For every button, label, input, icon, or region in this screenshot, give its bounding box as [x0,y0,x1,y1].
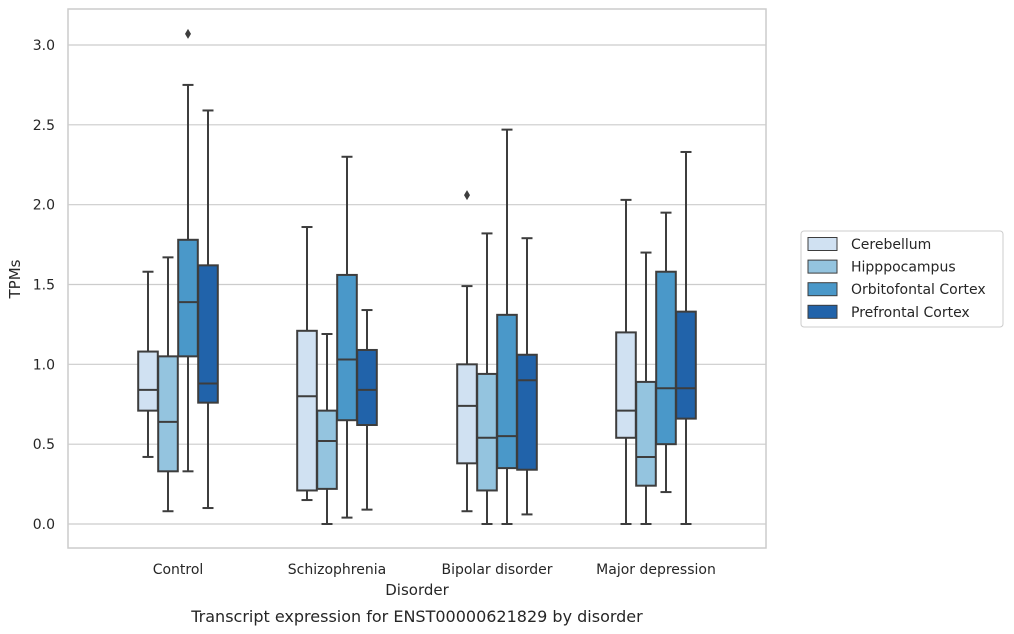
box-group [177,28,199,473]
y-tick-label: 0.0 [33,517,55,533]
box-iqr [356,348,378,427]
x-tick-label: Major depression [596,562,716,578]
legend-swatch [807,237,838,251]
x-tick-label: Control [153,562,204,578]
box-iqr [476,372,498,492]
box-iqr [675,310,697,420]
box-group [635,251,657,525]
box-iqr [316,409,338,490]
legend-swatch [807,304,838,319]
box-group [316,332,338,525]
x-tick-label: Bipolar disorder [441,562,552,578]
box-elements [137,28,697,525]
y-tick-label: 2.0 [33,198,55,214]
y-tick-label: 3.0 [33,38,55,54]
box-iqr [456,363,478,465]
box-iqr [137,350,159,412]
legend-label: Hipppocampus [851,260,956,276]
outlier-marker [185,28,191,39]
legend-swatch [807,259,838,274]
box-group [476,232,498,525]
box-iqr [516,353,538,471]
outlier-marker [464,190,470,201]
x-axis-title: Disorder [385,581,449,599]
box-iqr [615,331,637,439]
box-iqr [496,313,518,470]
box-group [675,150,697,525]
box-group [336,155,358,519]
box-iqr [655,270,677,446]
y-axis-title: TPMs [6,259,24,299]
box-group [157,256,179,513]
box-iqr [177,238,199,358]
legend-label: Prefrontal Cortex [851,305,970,321]
x-tick-labels: Control Schizophrenia Bipolar disorder Majo… [153,562,716,578]
box-group [356,309,378,511]
box-iqr [157,355,179,473]
box-group [615,198,637,525]
box-group [496,128,518,525]
x-tick-label: Schizophrenia [288,562,386,578]
figure-caption: Transcript expression for ENST0000062182… [190,607,643,626]
y-tick-label: 0.5 [33,437,55,453]
legend-frame [800,230,1004,328]
box-iqr [336,273,358,422]
box-group [516,237,538,516]
box-iqr [296,329,318,492]
legend-label: Orbitofontal Cortex [851,282,986,298]
box-iqr [635,380,657,487]
y-tick-label: 1.0 [33,357,55,373]
box-group [296,226,318,502]
legend-label: Cerebellum [851,237,931,253]
box-group [197,109,219,510]
y-tick-label: 2.5 [33,118,55,134]
legend-swatch [807,282,838,297]
box-iqr [197,264,219,404]
y-tick-label: 1.5 [33,278,55,294]
legend: Cerebellum Hipppocampus Orbitofontal Corte… [800,230,1004,328]
plot-area-frame [67,8,767,549]
y-tick-labels: 0.0 0.5 1.0 1.5 2.0 2.5 3.0 [33,38,55,533]
